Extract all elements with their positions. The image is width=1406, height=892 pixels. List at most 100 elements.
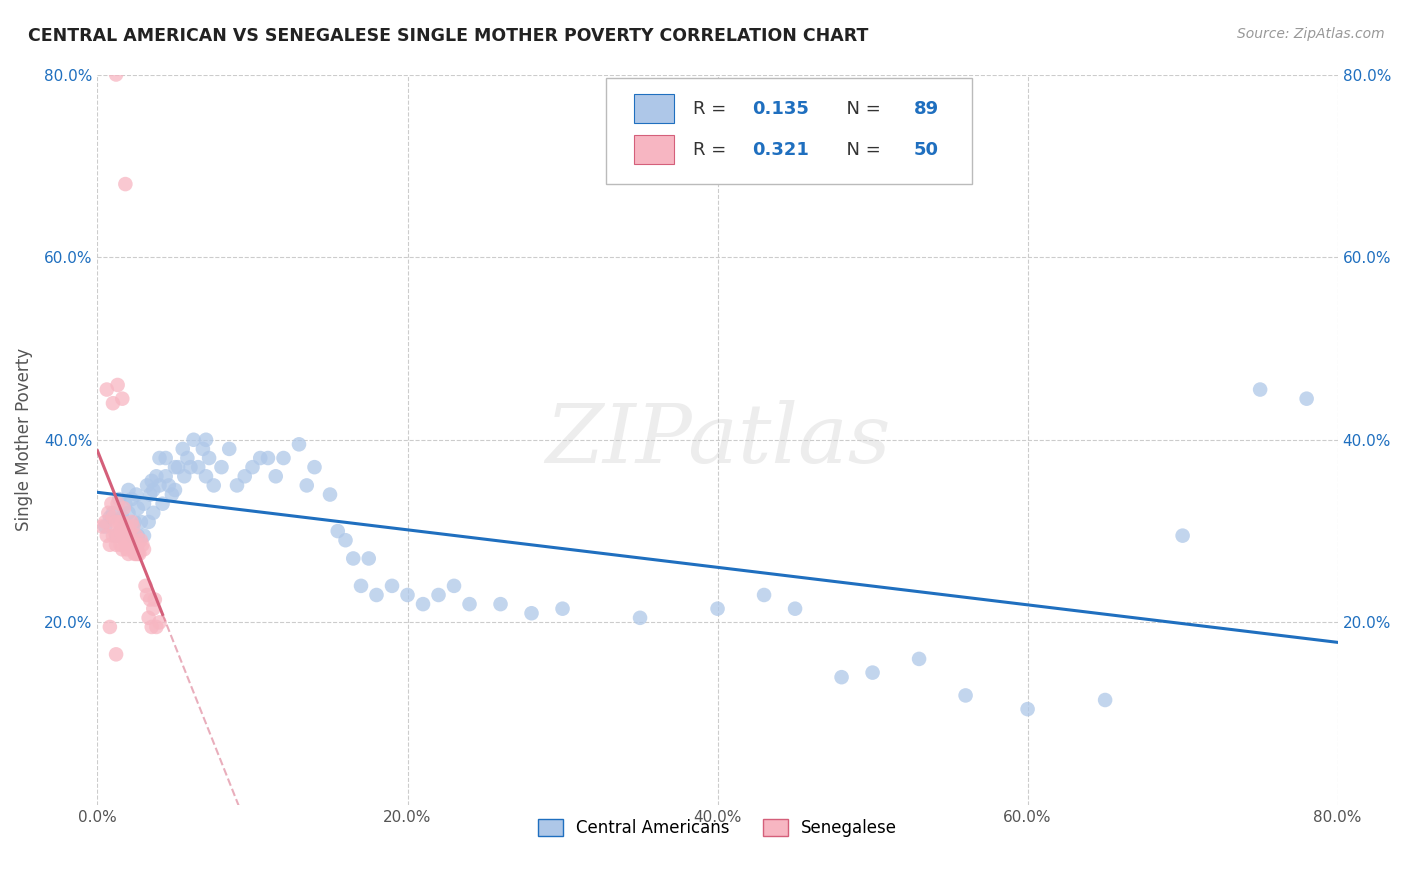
Point [98,510,121,524]
Legend: Central Americans, Senegalese: Central Americans, Senegalese [531,813,904,844]
Point [129,515,152,529]
Point [489,597,512,611]
Point [1295,392,1317,406]
Point [124,547,146,561]
Text: N =: N = [835,141,887,159]
Point [628,611,651,625]
Text: 0.321: 0.321 [752,141,810,159]
Y-axis label: Single Mother Poverty: Single Mother Poverty [15,348,32,532]
Point [350,579,373,593]
Point [249,450,271,465]
Point [187,460,209,475]
Point [381,579,404,593]
Point [152,497,174,511]
Point [155,450,177,465]
Point [103,524,125,538]
Point [520,607,543,621]
Point [1171,528,1194,542]
Point [142,601,165,615]
Point [443,579,465,593]
Point [141,474,163,488]
Point [97,506,120,520]
Point [121,515,143,529]
Point [136,588,159,602]
Point [127,538,149,552]
Point [176,450,198,465]
Point [111,392,134,406]
Point [273,450,295,465]
Point [101,396,124,410]
Point [100,497,122,511]
Point [138,611,160,625]
Point [107,528,129,542]
Point [101,528,124,542]
Point [335,533,357,548]
Point [121,528,143,542]
Point [191,442,214,456]
Point [118,538,141,552]
Point [783,601,806,615]
Point [114,519,136,533]
Point [96,528,118,542]
Point [136,478,159,492]
Text: Source: ZipAtlas.com: Source: ZipAtlas.com [1237,27,1385,41]
Text: CENTRAL AMERICAN VS SENEGALESE SINGLE MOTHER POVERTY CORRELATION CHART: CENTRAL AMERICAN VS SENEGALESE SINGLE MO… [28,27,869,45]
Point [357,551,380,566]
Point [121,492,143,507]
Point [1094,693,1116,707]
Point [138,515,160,529]
Point [163,483,186,497]
Point [105,515,128,529]
Point [111,542,134,557]
Point [155,469,177,483]
Point [127,528,149,542]
Point [319,487,342,501]
Text: 0.135: 0.135 [752,100,810,118]
Point [706,601,728,615]
Point [226,478,249,492]
Point [121,533,143,548]
Point [195,433,218,447]
Point [107,378,129,392]
Point [114,497,136,511]
Point [108,492,131,507]
Point [132,528,155,542]
Point [148,450,170,465]
Point [172,442,194,456]
Point [125,487,148,501]
Point [132,542,155,557]
Point [142,483,165,497]
Text: N =: N = [835,100,887,118]
Point [98,538,121,552]
Point [342,551,364,566]
Point [752,588,775,602]
FancyBboxPatch shape [606,78,972,184]
Text: ZIPatlas: ZIPatlas [544,400,890,480]
Point [145,620,167,634]
Point [127,501,149,516]
Point [117,533,139,548]
Point [96,383,118,397]
Point [122,542,145,557]
Point [110,538,132,552]
Point [257,450,280,465]
Point [163,460,186,475]
Point [105,528,128,542]
Point [295,478,318,492]
Point [366,588,388,602]
Point [139,487,162,501]
Point [127,547,149,561]
Point [112,528,135,542]
Point [117,547,139,561]
Point [218,442,240,456]
Point [114,524,136,538]
Point [105,648,128,662]
Text: 50: 50 [914,141,938,159]
Point [195,469,218,483]
Point [141,620,163,634]
Point [91,519,114,533]
Point [288,437,311,451]
Point [173,469,195,483]
Point [131,538,153,552]
Point [135,579,157,593]
